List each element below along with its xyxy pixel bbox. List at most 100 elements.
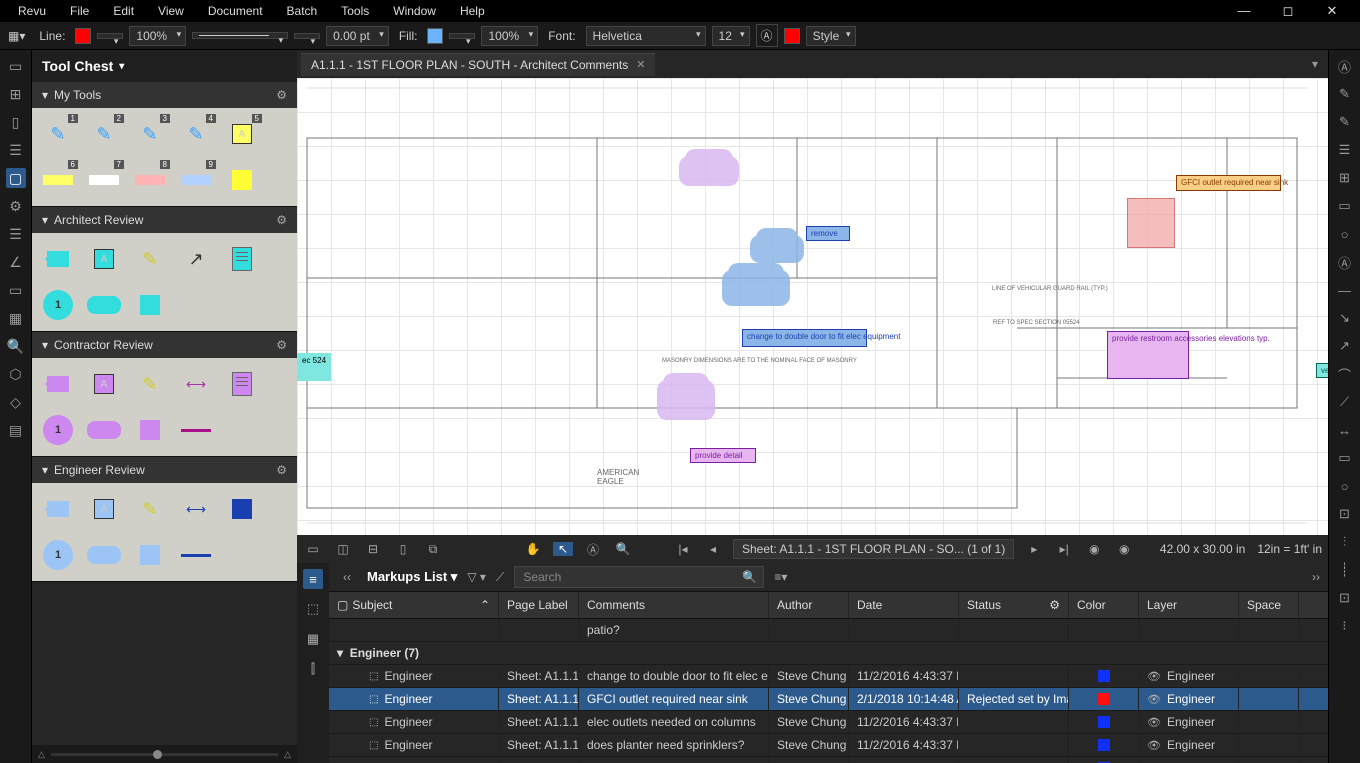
tool-item[interactable] bbox=[132, 412, 168, 448]
fill-color-swatch[interactable] bbox=[427, 28, 443, 44]
menu-item[interactable]: Document bbox=[196, 4, 275, 18]
tab-overflow-icon[interactable]: ▾ bbox=[1306, 57, 1324, 71]
rightrail-icon[interactable]: ⊡ bbox=[1335, 504, 1355, 524]
line-style-dropdown[interactable] bbox=[192, 32, 288, 39]
font-size-dropdown[interactable]: 12 bbox=[712, 26, 750, 46]
rightrail-icon[interactable]: ✎ bbox=[1335, 84, 1355, 104]
menu-item[interactable]: Window bbox=[381, 4, 448, 18]
close-icon[interactable]: ✕ bbox=[1310, 3, 1354, 19]
compare-icon[interactable]: ⧉ bbox=[423, 542, 443, 557]
menu-item[interactable]: Batch bbox=[275, 4, 330, 18]
thumbnail-icon[interactable]: ▭ bbox=[303, 542, 323, 556]
sheet-selector[interactable]: Sheet: A1.1.1 - 1ST FLOOR PLAN - SO... (… bbox=[733, 539, 1014, 559]
menu-item[interactable]: View bbox=[146, 4, 196, 18]
menu-item[interactable]: File bbox=[58, 4, 101, 18]
tool-item[interactable]: ✎4 bbox=[178, 116, 214, 152]
tool-item[interactable] bbox=[132, 537, 168, 573]
markups-search-input[interactable]: Search🔍 bbox=[514, 566, 764, 588]
expand-markups-icon[interactable]: ›› bbox=[1312, 570, 1320, 584]
text-color-swatch[interactable] bbox=[784, 28, 800, 44]
fill-opacity-dropdown[interactable]: 100% bbox=[481, 26, 538, 46]
col-layer[interactable]: Layer bbox=[1139, 592, 1239, 618]
menu-item[interactable]: Tools bbox=[329, 4, 381, 18]
leftrail-icon[interactable]: ☰ bbox=[6, 140, 26, 160]
fill-pattern-dropdown[interactable] bbox=[449, 33, 475, 39]
tool-item[interactable]: ↗ bbox=[178, 241, 214, 277]
rightrail-icon[interactable]: ▭ bbox=[1335, 448, 1355, 468]
leftrail-icon[interactable]: ▭ bbox=[6, 280, 26, 300]
split-h-icon[interactable]: ◫ bbox=[333, 542, 353, 556]
tool-item[interactable] bbox=[40, 491, 76, 527]
text-select-icon[interactable]: Ⓐ bbox=[583, 541, 603, 558]
properties-icon[interactable]: ▦▾ bbox=[4, 27, 29, 45]
tool-item[interactable]: ⟷ bbox=[178, 491, 214, 527]
gear-icon[interactable]: ⚙ bbox=[276, 88, 287, 102]
tool-item[interactable]: ✎1 bbox=[40, 116, 76, 152]
minimize-icon[interactable]: — bbox=[1222, 3, 1266, 19]
rightrail-icon[interactable]: ○ bbox=[1335, 476, 1355, 496]
document-tab[interactable]: A1.1.1 - 1ST FLOOR PLAN - SOUTH - Archit… bbox=[301, 53, 655, 76]
first-page-icon[interactable]: |◂ bbox=[673, 542, 693, 556]
tool-item[interactable] bbox=[224, 366, 260, 402]
leftrail-icon[interactable]: ▯ bbox=[6, 112, 26, 132]
page-icon[interactable]: ▯ bbox=[393, 542, 413, 556]
rightrail-icon[interactable]: ↘ bbox=[1335, 308, 1355, 328]
tool-item[interactable] bbox=[40, 366, 76, 402]
font-name-dropdown[interactable]: Helvetica bbox=[586, 26, 706, 46]
col-comments[interactable]: Comments bbox=[579, 592, 769, 618]
tool-item[interactable]: ✎ bbox=[132, 366, 168, 402]
canvas-annotation[interactable] bbox=[685, 154, 733, 184]
markup-rail-icon[interactable]: ▦ bbox=[303, 629, 323, 649]
leftrail-icon[interactable]: ▦ bbox=[6, 308, 26, 328]
tool-item[interactable]: ✎3 bbox=[132, 116, 168, 152]
tool-item[interactable]: 1 bbox=[40, 412, 76, 448]
nav-fwd-icon[interactable]: ◉ bbox=[1114, 542, 1134, 556]
leftrail-icon[interactable]: ▭ bbox=[6, 56, 26, 76]
tool-item[interactable] bbox=[86, 412, 122, 448]
tool-item[interactable]: A bbox=[86, 241, 122, 277]
next-page-icon[interactable]: ▸ bbox=[1024, 542, 1044, 556]
canvas-annotation[interactable]: GFCI outlet required near sink bbox=[1176, 175, 1281, 191]
tool-section-header[interactable]: ▾Engineer Review⚙ bbox=[32, 457, 297, 483]
line-zoom-dropdown[interactable]: 100% bbox=[129, 26, 186, 46]
last-page-icon[interactable]: ▸| bbox=[1054, 542, 1074, 556]
leftrail-icon[interactable]: ⚙ bbox=[6, 196, 26, 216]
tool-chest-title[interactable]: Tool Chest ▾ bbox=[32, 50, 297, 82]
col-page-label[interactable]: Page Label bbox=[499, 592, 579, 618]
drawing-canvas[interactable]: change to double door to fit elec equipm… bbox=[297, 78, 1328, 535]
gear-icon[interactable]: ⚙ bbox=[276, 463, 287, 477]
rightrail-icon[interactable]: ⫶ bbox=[1335, 532, 1355, 552]
line-dash-dropdown[interactable] bbox=[97, 33, 123, 39]
maximize-icon[interactable]: ◻ bbox=[1266, 3, 1310, 19]
rightrail-icon[interactable]: ┊ bbox=[1335, 560, 1355, 580]
canvas-annotation[interactable] bbox=[663, 378, 709, 418]
tool-section-header[interactable]: ▾Contractor Review⚙ bbox=[32, 332, 297, 358]
tool-item[interactable]: ✎ bbox=[132, 491, 168, 527]
line-weight-field[interactable]: 0.00 pt bbox=[326, 26, 389, 46]
nav-back-icon[interactable]: ◉ bbox=[1084, 542, 1104, 556]
canvas-annotation[interactable]: remove bbox=[806, 226, 850, 241]
rightrail-icon[interactable]: — bbox=[1335, 280, 1355, 300]
tool-item[interactable] bbox=[40, 241, 76, 277]
markup-rail-icon[interactable]: ≡ bbox=[303, 569, 323, 589]
zoom-in-icon[interactable]: △ bbox=[284, 749, 291, 760]
table-row[interactable]: ⬚ EngineerSheet: A1.1.1 -...does planter… bbox=[329, 734, 1328, 757]
leftrail-icon[interactable]: ⬡ bbox=[6, 364, 26, 384]
rightrail-icon[interactable]: ⊞ bbox=[1335, 168, 1355, 188]
tool-item[interactable] bbox=[86, 537, 122, 573]
prev-page-icon[interactable]: ◂ bbox=[703, 542, 723, 556]
table-row[interactable]: ⬚ EngineerSheet: A1.1.1 -...change to do… bbox=[329, 665, 1328, 688]
leftrail-icon[interactable]: 🔍 bbox=[6, 336, 26, 356]
col-space[interactable]: Space bbox=[1239, 592, 1299, 618]
tool-item[interactable]: 1 bbox=[40, 537, 76, 573]
leftrail-icon[interactable]: ◇ bbox=[6, 392, 26, 412]
style-dropdown[interactable]: Style bbox=[806, 26, 856, 46]
tool-item[interactable]: A5 bbox=[224, 116, 260, 152]
rightrail-icon[interactable]: ✎ bbox=[1335, 112, 1355, 132]
rightrail-icon[interactable]: ⁝ bbox=[1335, 616, 1355, 636]
leftrail-icon[interactable]: ⊞ bbox=[6, 84, 26, 104]
split-v-icon[interactable]: ⊟ bbox=[363, 542, 383, 556]
hide-icon[interactable]: ⟋ bbox=[496, 570, 504, 585]
tool-section-header[interactable]: ▾Architect Review⚙ bbox=[32, 207, 297, 233]
rightrail-icon[interactable]: Ⓐ bbox=[1335, 56, 1355, 76]
